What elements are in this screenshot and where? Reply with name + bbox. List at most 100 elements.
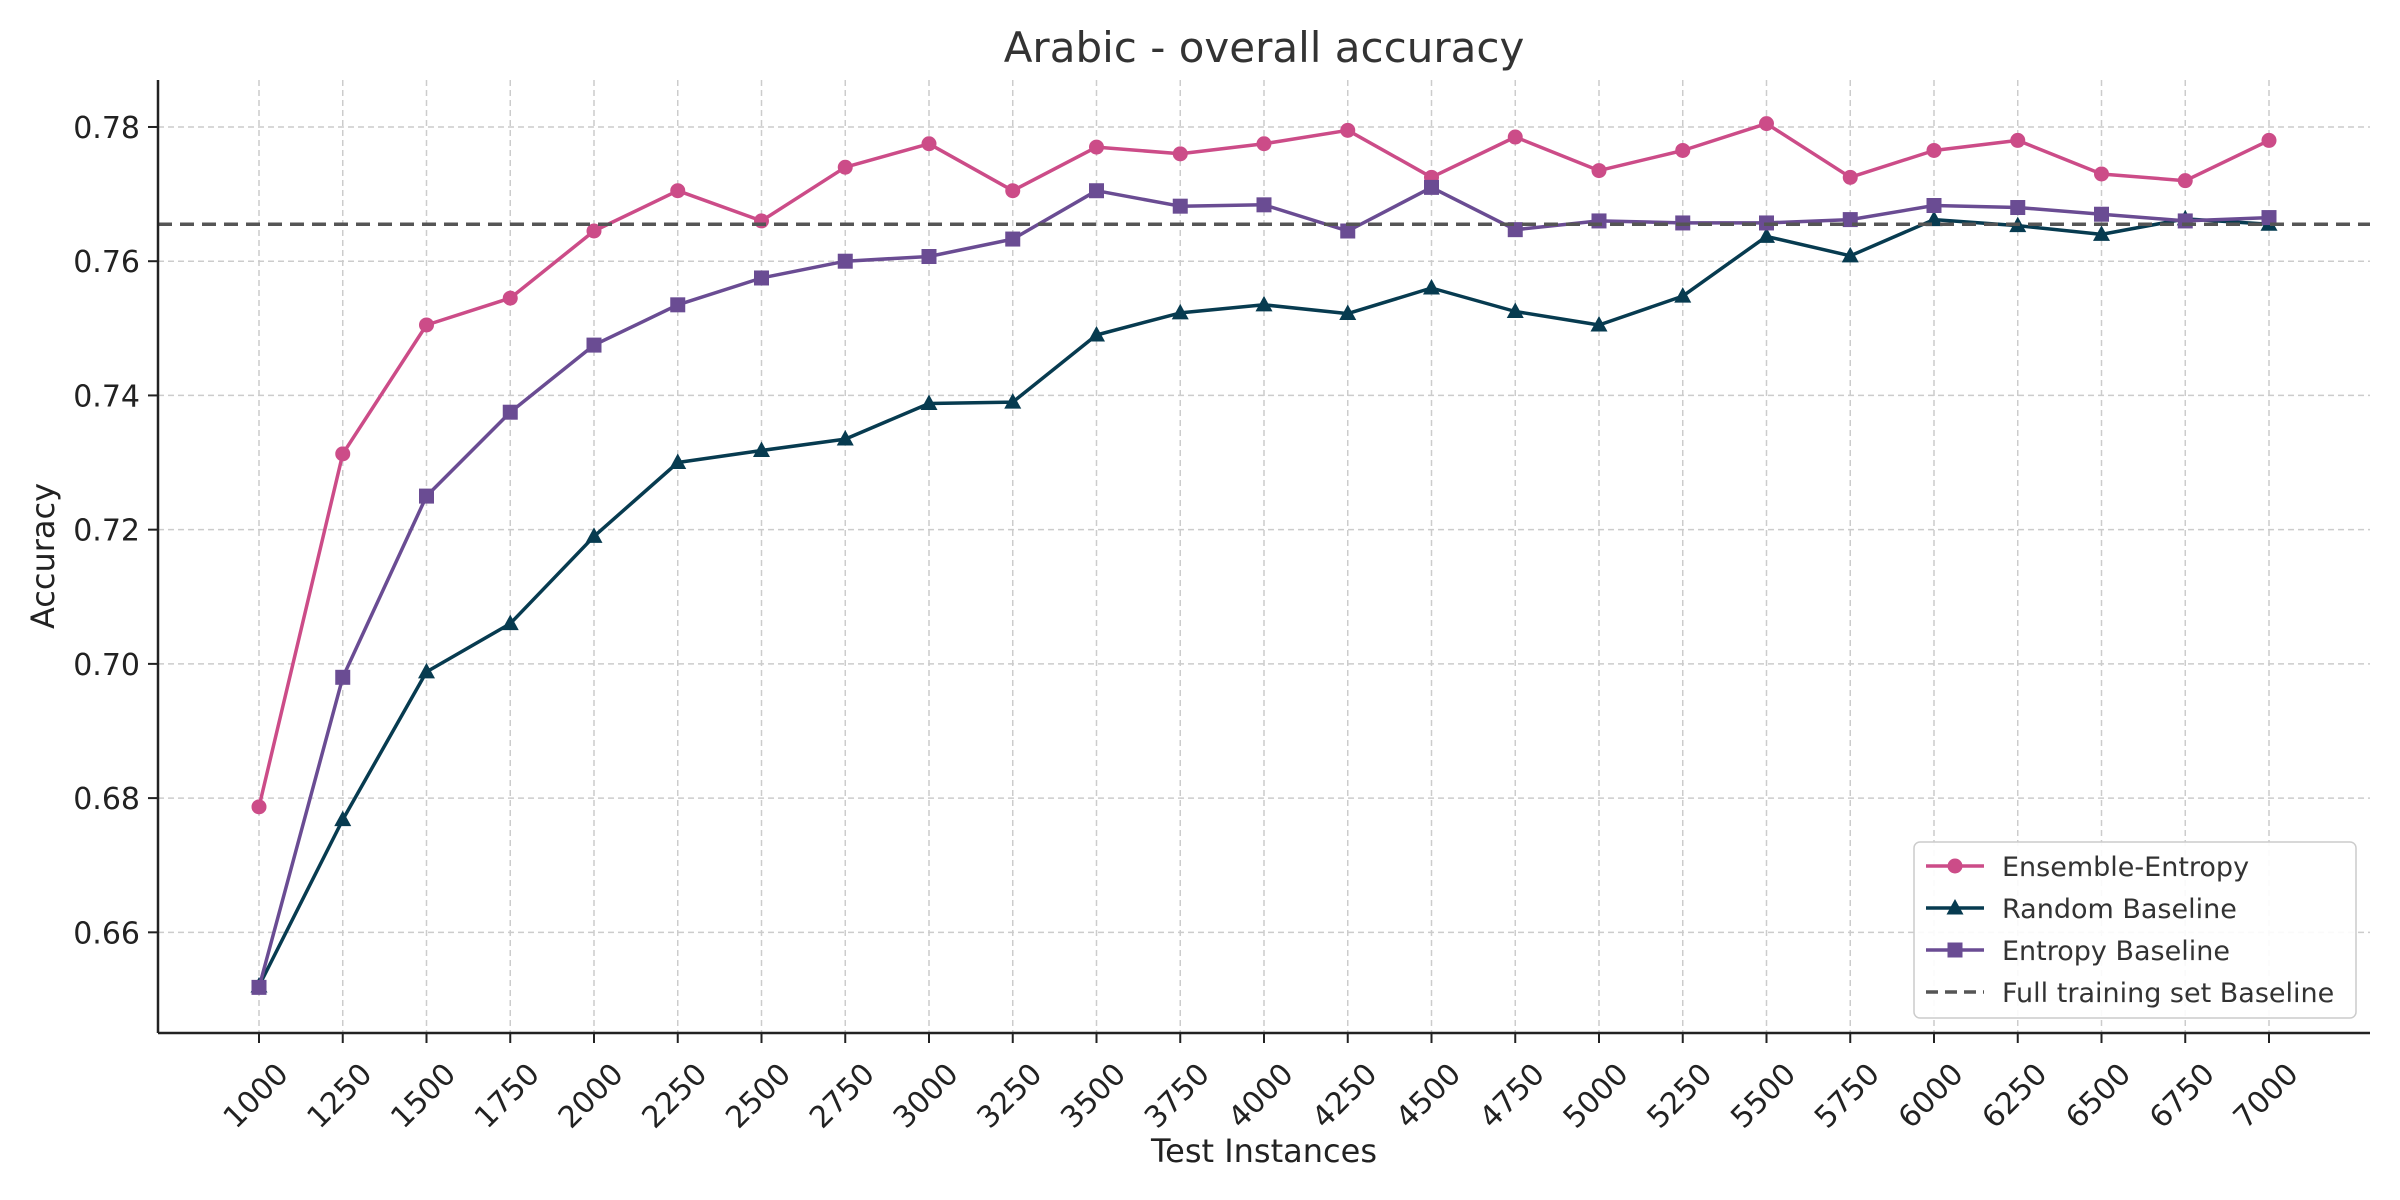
series-entropy-baseline-point — [670, 297, 686, 313]
chart-title: Arabic - overall accuracy — [1004, 23, 1525, 72]
y-tick-label: 0.76 — [73, 245, 140, 280]
series-random-baseline-point — [1506, 302, 1524, 319]
x-tick-label: 1000 — [217, 1057, 296, 1136]
series-entropy-baseline-point — [921, 249, 937, 265]
series-ensemble-entropy-point — [921, 136, 937, 152]
series-ensemble-entropy-point — [251, 799, 267, 815]
x-axis-label: Test Instances — [1150, 1132, 1377, 1170]
series-ensemble-entropy-point — [670, 183, 686, 199]
series-random-baseline-point — [501, 614, 519, 631]
legend: Ensemble-Entropy Random Baseline Entropy B… — [1913, 841, 2357, 1019]
y-tick-label: 0.68 — [73, 782, 140, 817]
series-ensemble-entropy-point — [754, 213, 769, 229]
series-entropy-baseline-point — [2094, 206, 2109, 222]
series-entropy-baseline-point — [586, 337, 602, 353]
series-random-baseline — [250, 209, 2278, 993]
x-tick-label: 2750 — [803, 1057, 882, 1136]
series-random-baseline-point — [1925, 210, 1943, 227]
series-random-baseline-point — [669, 453, 687, 470]
series-entropy-baseline-point — [1172, 198, 1188, 214]
series-entropy-baseline-point — [1926, 198, 1942, 214]
series-entropy-baseline — [251, 179, 2277, 995]
legend-label-entropy-baseline: Entropy Baseline — [2002, 936, 2230, 967]
series-entropy-baseline-point — [1591, 213, 1607, 229]
series-ensemble-entropy-point — [2261, 132, 2277, 148]
series-ensemble-entropy-point — [1759, 116, 1774, 132]
series-ensemble-entropy-point — [2010, 132, 2026, 148]
y-tick-label: 0.70 — [73, 648, 140, 683]
legend-label-ensemble-entropy: Ensemble-Entropy — [2002, 852, 2249, 883]
series-random-baseline-point — [1255, 295, 1273, 312]
series-ensemble-entropy-point — [586, 223, 602, 239]
x-tick-label: 4250 — [1306, 1057, 1385, 1136]
x-tick-label: 6500 — [2059, 1057, 2138, 1136]
series-ensemble-entropy-point — [2094, 166, 2109, 182]
x-tick-label: 6750 — [2143, 1057, 2222, 1136]
series-ensemble-entropy-point — [1507, 129, 1523, 145]
y-tick-label: 0.74 — [73, 379, 140, 414]
y-axis-label: Accuracy — [24, 483, 62, 629]
x-tick-label: 2000 — [552, 1057, 631, 1136]
series-random-baseline-point — [418, 662, 435, 679]
series-random-baseline-point — [585, 527, 603, 543]
x-tick-label: 3000 — [887, 1057, 966, 1136]
x-tick-label: 7000 — [2227, 1057, 2306, 1136]
series-entropy-baseline-point — [1340, 223, 1356, 239]
series-entropy-baseline-point — [419, 488, 434, 504]
legend-marker-entropy-baseline — [1947, 942, 1963, 958]
y-ticks: 0.66 0.68 0.70 0.72 0.74 0.76 0.78 — [73, 111, 158, 951]
series-ensemble-entropy-point — [1675, 142, 1691, 158]
x-tick-label: 6250 — [1976, 1057, 2055, 1136]
series-random-baseline-point — [920, 394, 938, 410]
legend-marker-random-baseline — [1946, 899, 1964, 915]
x-tick-label: 5000 — [1557, 1057, 1636, 1136]
legend-label-full-training-set-baseline: Full training set Baseline — [2002, 978, 2334, 1009]
series-random-baseline-point — [836, 430, 854, 446]
x-tick-label: 2250 — [636, 1057, 715, 1136]
x-ticks: 1000 1250 1500 1750 2000 2250 2500 2750 3000 3250… — [217, 1033, 2306, 1136]
series-random-baseline-point — [1674, 287, 1692, 303]
legend-label-random-baseline: Random Baseline — [2002, 894, 2237, 925]
series-random-baseline-point — [1841, 246, 1859, 263]
x-tick-label: 4500 — [1389, 1057, 1468, 1136]
series-entropy-baseline-point — [1424, 179, 1439, 195]
series-entropy-baseline-point — [754, 270, 769, 286]
series-entropy-baseline-point — [837, 253, 853, 269]
legend-box — [1913, 841, 2357, 1019]
x-tick-label: 4000 — [1222, 1057, 1301, 1136]
series-ensemble-entropy-point — [2177, 173, 2193, 189]
series-ensemble-entropy-point — [1005, 183, 1021, 199]
series-entropy-baseline-point — [2010, 200, 2026, 216]
x-tick-label: 5500 — [1724, 1057, 1803, 1136]
series-entropy-baseline-point — [1256, 197, 1272, 213]
grid — [158, 80, 2370, 1033]
series-random-baseline-point — [1758, 227, 1775, 243]
series-entropy-baseline-point — [1089, 183, 1104, 199]
series-ensemble-entropy-point — [1340, 122, 1356, 138]
series-random-baseline-point — [2093, 225, 2110, 241]
series-ensemble-entropy-point — [837, 159, 853, 175]
series-random-baseline-point — [753, 441, 770, 457]
series-ensemble-entropy-point — [335, 446, 351, 462]
series-entropy-baseline-point — [1005, 231, 1021, 247]
x-tick-label: 1500 — [384, 1057, 463, 1136]
x-tick-label: 6000 — [1892, 1057, 1971, 1136]
series-random-baseline-point — [1590, 315, 1608, 332]
x-tick-label: 5750 — [1808, 1057, 1887, 1136]
series-ensemble-entropy-point — [1842, 169, 1858, 185]
x-tick-label: 2500 — [719, 1057, 798, 1136]
x-tick-label: 3750 — [1138, 1057, 1217, 1136]
x-tick-label: 1750 — [468, 1057, 547, 1136]
y-tick-label: 0.72 — [73, 514, 140, 549]
y-tick-label: 0.78 — [73, 111, 140, 146]
series-ensemble-entropy-point — [1926, 142, 1942, 158]
series-ensemble-entropy-point — [1172, 146, 1188, 162]
y-tick-label: 0.66 — [73, 916, 140, 951]
series-entropy-baseline-point — [335, 669, 351, 685]
series-entropy-baseline-point — [251, 979, 267, 995]
x-tick-label: 5250 — [1641, 1057, 1720, 1136]
series-ensemble-entropy-point — [1591, 163, 1607, 179]
series-entropy-baseline-point — [2177, 213, 2193, 229]
x-tick-label: 1250 — [301, 1057, 380, 1136]
